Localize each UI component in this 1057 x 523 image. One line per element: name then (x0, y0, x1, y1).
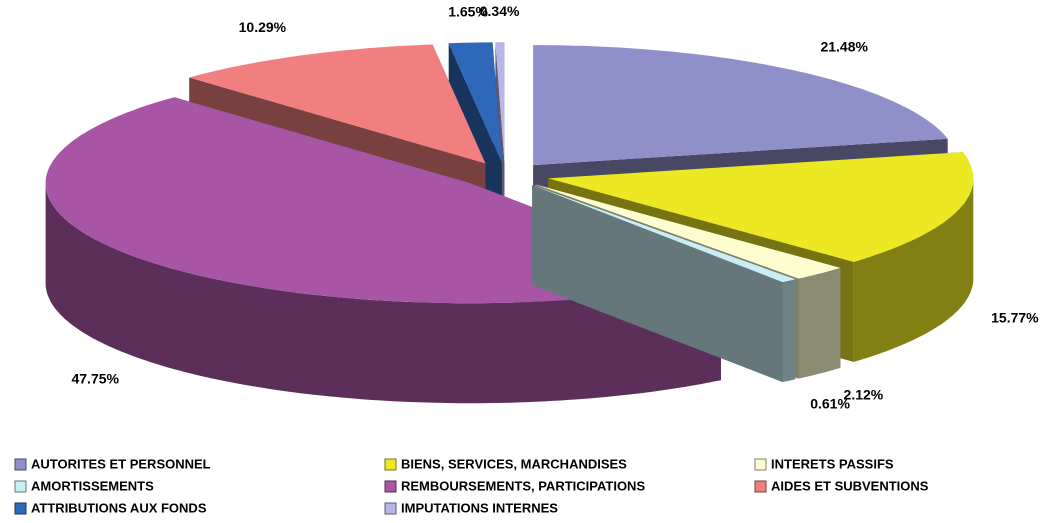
legend-swatch (14, 502, 27, 515)
legend-swatch (754, 480, 767, 493)
data-label: 21.48% (820, 39, 868, 55)
slice-side (45, 183, 721, 404)
legend-label: REMBOURSEMENTS, PARTICIPATIONS (401, 478, 645, 493)
data-label: 1.65% (448, 3, 488, 19)
slice (548, 152, 974, 262)
slice (189, 44, 486, 164)
slice (448, 42, 502, 163)
legend-label: INTERETS PASSIFS (771, 456, 894, 471)
legend-label: AUTORITES ET PERSONNEL (31, 456, 211, 471)
slice (495, 42, 505, 163)
data-label: 0.61% (810, 395, 850, 411)
slice-side (782, 279, 796, 383)
legend-label: AIDES ET SUBVENTIONS (771, 478, 929, 493)
legend-swatch (14, 480, 27, 493)
slice (535, 184, 841, 279)
data-label: 47.75% (71, 371, 119, 387)
legend-label: IMPUTATIONS INTERNES (401, 500, 558, 515)
legend-swatch (754, 458, 767, 471)
legend-swatch (384, 458, 397, 471)
data-label: 15.77% (991, 310, 1039, 326)
legend-swatch (384, 480, 397, 493)
legend-label: AMORTISSEMENTS (31, 478, 154, 493)
legend-label: ATTRIBUTIONS AUX FONDS (31, 500, 207, 515)
slice-side (853, 178, 974, 362)
data-label: 10.29% (239, 19, 287, 35)
slice-side (798, 267, 841, 379)
slice (532, 185, 796, 283)
data-label: 2.12% (844, 386, 884, 402)
legend-label: BIENS, SERVICES, MARCHANDISES (401, 456, 627, 471)
slice (533, 45, 948, 166)
data-label: 0.34% (480, 3, 520, 19)
slice-edge (532, 185, 783, 383)
legend-swatch (14, 458, 27, 471)
legend-swatch (384, 502, 397, 515)
